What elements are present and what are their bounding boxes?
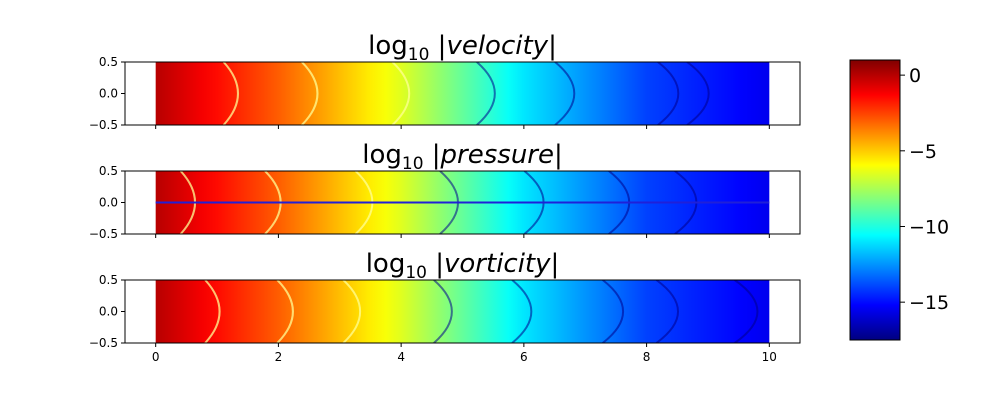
title-subscript: 10	[408, 45, 430, 65]
y-tick-label: 0.0	[99, 305, 118, 319]
wave-front-arc	[476, 62, 496, 125]
panel-title: log10 |velocity|	[368, 31, 557, 65]
wave-front-arc	[342, 280, 362, 343]
y-tick-label: 0.5	[99, 273, 118, 287]
colorbar-tick-label: −15	[909, 292, 949, 314]
wave-front-arc	[433, 280, 453, 343]
title-quantity: velocity	[446, 31, 548, 61]
y-tick-label: 0.5	[99, 55, 118, 69]
title-abs-right: |	[554, 140, 563, 170]
y-tick-label: −0.5	[89, 227, 118, 241]
y-tick-label: −0.5	[89, 118, 118, 132]
colorbar-tick-label: −5	[909, 141, 937, 163]
title-quantity: pressure	[440, 140, 554, 170]
x-tick-label: 8	[643, 350, 651, 364]
title-abs-right: |	[548, 31, 557, 61]
wave-front-arc	[554, 62, 576, 125]
wave-front-arc	[734, 280, 759, 343]
colorbar-gradient	[850, 60, 900, 340]
title-log: log	[362, 140, 402, 170]
wave-fronts	[222, 62, 710, 125]
colorbar-frame	[849, 59, 901, 341]
title-log: log	[366, 249, 406, 279]
wave-front-arc	[686, 62, 710, 125]
wave-front-arc	[204, 280, 221, 343]
wave-front-arc	[222, 62, 239, 125]
x-tick-label: 0	[152, 350, 160, 364]
y-tick-label: −0.5	[89, 336, 118, 350]
y-tick-label: 0.0	[99, 196, 118, 210]
x-tick-label: 10	[762, 350, 777, 364]
title-quantity: vorticity	[444, 249, 551, 279]
wave-front-arc	[511, 280, 533, 343]
panel-vorticity: log10 |vorticity|0.50.0−0.50 2 4 6 8 10	[89, 249, 801, 364]
x-tick-label: 2	[275, 350, 283, 364]
wave-front-arc	[301, 62, 319, 125]
wave-front-arc	[602, 280, 625, 343]
wave-front-arc	[657, 62, 680, 125]
panel-title: log10 |pressure|	[362, 140, 563, 174]
heatmap-field	[155, 280, 770, 343]
colorbar-tick-label: 0	[909, 65, 921, 87]
colorbar-tick-label: −10	[909, 216, 949, 238]
colorbar: 0 −5 −10 −15	[849, 59, 949, 341]
panel-pressure: log10 |pressure| 0.5 0.0 −0.5	[89, 140, 801, 241]
title-subscript: 10	[402, 154, 424, 174]
heatmap-field	[155, 62, 770, 125]
title-subscript: 10	[405, 263, 427, 283]
title-log: log	[368, 31, 408, 61]
x-tick-label: 6	[520, 350, 528, 364]
wave-fronts	[204, 280, 759, 343]
title-abs-left: |	[429, 31, 446, 61]
y-tick-label: 0.5	[99, 164, 118, 178]
wave-front-arc	[391, 62, 411, 125]
wave-front-arc	[655, 280, 679, 343]
title-abs-right: |	[551, 249, 560, 279]
title-abs-left: |	[424, 140, 441, 170]
panel-velocity: log10 |velocity| 0.5 0.0 −0.5	[89, 31, 801, 132]
x-tick-label: 4	[397, 350, 405, 364]
title-abs-left: |	[427, 249, 444, 279]
panel-title: log10 |vorticity|	[366, 249, 560, 283]
wave-front-arc	[276, 280, 294, 343]
y-tick-label: 0.0	[99, 87, 118, 101]
